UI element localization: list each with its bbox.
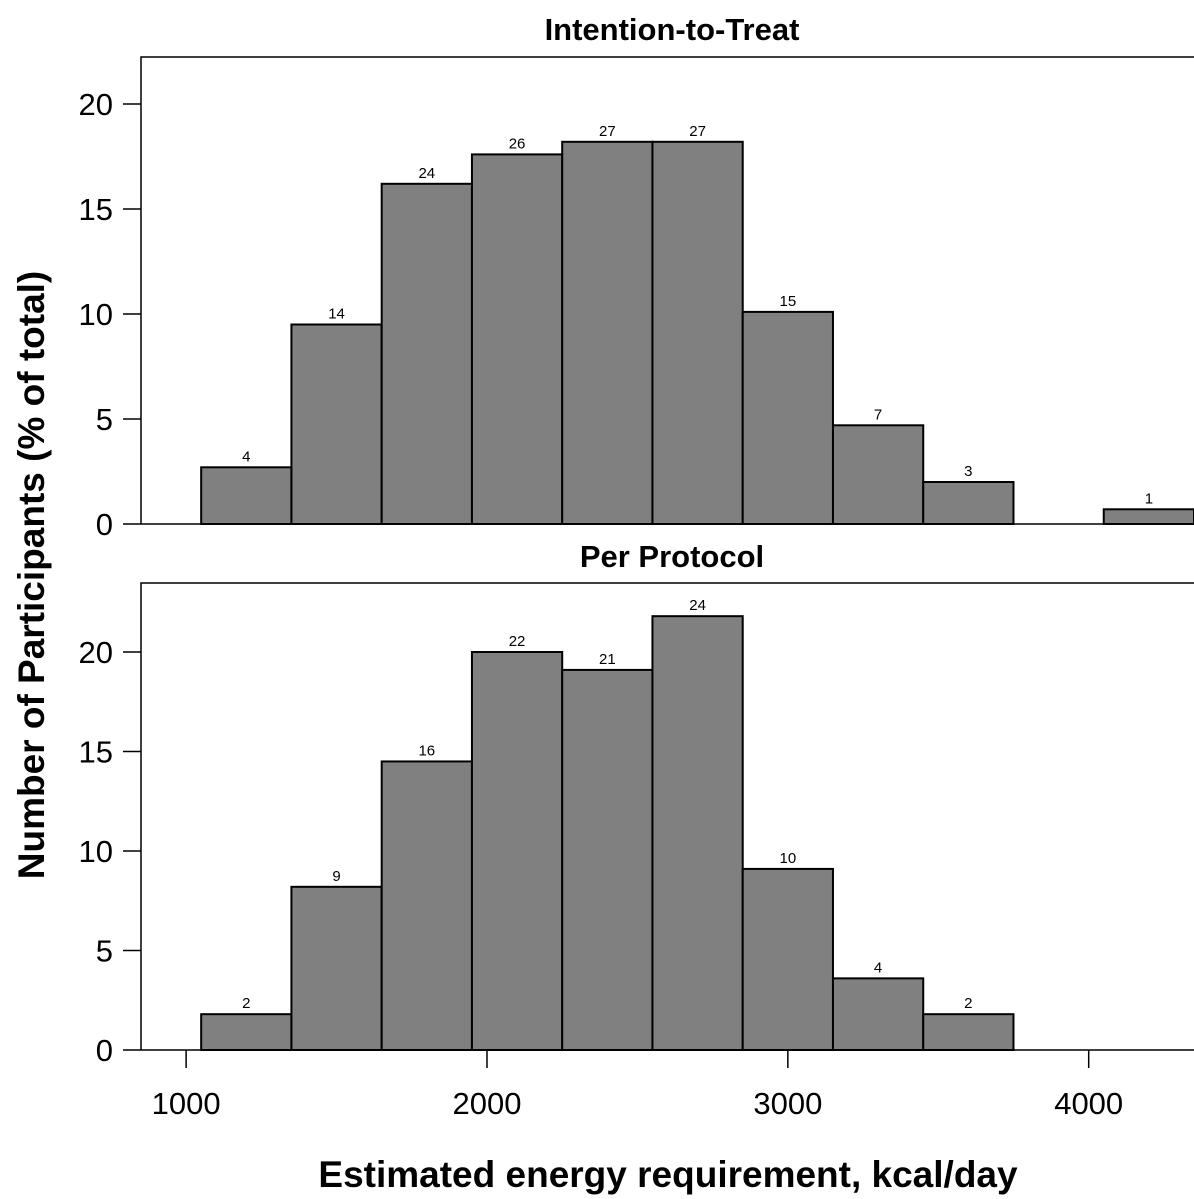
histogram-bar [200,466,293,525]
bar-count-label: 27 [689,123,706,140]
bar-count-label: 14 [328,306,345,323]
histogram-bar [470,651,564,1051]
x-tick-label: 1000 [152,1086,221,1121]
histogram-bar [922,1013,1015,1051]
histogram-bar [1102,508,1194,525]
plot-frame [140,56,1194,524]
bar-count-label: 16 [418,742,435,759]
y-axis-title: Number of Participants (% of total) [11,271,52,879]
histogram-bar [831,424,925,525]
histogram-bar [922,481,1015,525]
y-tick-label: 0 [96,507,113,542]
x-tick-label: 2000 [453,1086,522,1121]
bar-count-label: 26 [509,135,526,152]
y-tick-label: 20 [79,87,113,122]
histogram-bar [290,323,383,525]
histogram-bar [651,140,744,526]
bar-count-label: 15 [779,293,796,310]
x-axis: 1000 2000 3000 4000 [152,1050,1123,1121]
plot-frame [140,582,1194,1050]
histogram-bar [200,1013,293,1051]
panel-intention-to-treat: Intention-to-Treat 0 5 10 15 20 4 14 24 26 27 27 15… [79,12,1194,542]
bar-count-label: 4 [242,448,250,465]
histogram-bar [831,977,925,1051]
bar-count-label: 3 [964,463,972,480]
bar-count-label: 7 [874,406,882,423]
x-tick-label: 4000 [1054,1086,1123,1121]
bar-count-label: 2 [964,995,972,1012]
y-tick-label: 10 [79,297,113,332]
x-tick-label: 3000 [753,1086,822,1121]
histogram-bar [470,153,564,525]
panel-per-protocol: Per Protocol 0 5 10 15 20 2 9 16 22 21 24 10 4 2 [79,539,1194,1068]
bar-count-label: 27 [599,123,616,140]
bar-count-label: 21 [599,651,616,668]
histogram-bar [741,867,834,1051]
histogram-bar [741,310,834,525]
y-tick-label: 10 [79,834,113,869]
histogram-bar [380,182,473,526]
bar-count-label: 10 [779,850,796,867]
bar-count-label: 24 [689,597,706,614]
histogram-bar [380,760,473,1051]
histogram-bar [561,668,654,1051]
panel-title-intention-to-treat: Intention-to-Treat [545,12,800,47]
panel-title-per-protocol: Per Protocol [580,539,764,574]
bar-count-label: 9 [332,868,340,885]
bar-count-label: 1 [1145,490,1153,507]
bar-count-label: 2 [242,995,250,1012]
histogram-bar [651,615,744,1051]
y-tick-label: 20 [79,635,113,670]
bar-count-label: 22 [509,633,526,650]
y-tick-label: 15 [79,192,113,227]
y-tick-label: 0 [96,1033,113,1068]
histogram-bar [290,885,383,1051]
y-tick-label: 5 [96,402,113,437]
y-tick-label: 15 [79,735,113,770]
bar-count-label: 24 [418,165,435,182]
histogram-bar [561,140,654,526]
y-tick-label: 5 [96,934,113,969]
bar-count-label: 4 [874,959,882,976]
x-axis-title: Estimated energy requirement, kcal/day [318,1154,1018,1195]
